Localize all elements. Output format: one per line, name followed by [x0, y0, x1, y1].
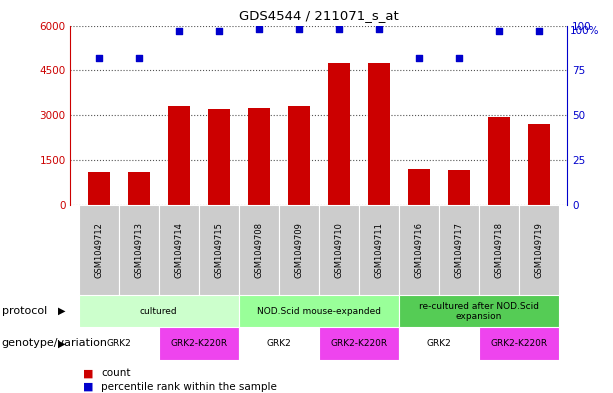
Bar: [319, 327, 399, 360]
Bar: [248, 108, 270, 205]
Text: GSM1049716: GSM1049716: [414, 222, 424, 278]
Point: [494, 28, 504, 34]
Bar: [279, 205, 319, 295]
Bar: [78, 295, 238, 327]
Text: GRK2-K220R: GRK2-K220R: [490, 339, 547, 348]
Bar: [199, 205, 238, 295]
Text: re-cultured after NOD.Scid
expansion: re-cultured after NOD.Scid expansion: [419, 301, 539, 321]
Bar: [167, 106, 189, 205]
Point: [214, 28, 224, 34]
Point: [134, 55, 143, 61]
Bar: [238, 327, 319, 360]
Point: [334, 26, 344, 32]
Bar: [439, 205, 479, 295]
Bar: [479, 205, 519, 295]
Bar: [78, 327, 159, 360]
Bar: [128, 172, 150, 205]
Text: GSM1049713: GSM1049713: [134, 222, 143, 278]
Text: 100%: 100%: [570, 26, 600, 35]
Bar: [287, 106, 310, 205]
Text: GRK2: GRK2: [427, 339, 451, 348]
Bar: [448, 171, 470, 205]
Bar: [159, 205, 199, 295]
Text: GSM1049712: GSM1049712: [94, 222, 103, 278]
Bar: [88, 172, 110, 205]
Text: GRK2: GRK2: [266, 339, 291, 348]
Text: cultured: cultured: [140, 307, 177, 316]
Point: [454, 55, 464, 61]
Bar: [528, 124, 550, 205]
Text: NOD.Scid mouse-expanded: NOD.Scid mouse-expanded: [257, 307, 381, 316]
Text: GSM1049714: GSM1049714: [174, 222, 183, 278]
Bar: [208, 109, 230, 205]
Bar: [78, 205, 118, 295]
Bar: [359, 205, 399, 295]
Text: protocol: protocol: [2, 306, 47, 316]
Text: GRK2: GRK2: [106, 339, 131, 348]
Bar: [408, 169, 430, 205]
Point: [414, 55, 424, 61]
Point: [374, 26, 384, 32]
Bar: [328, 63, 350, 205]
Text: GRK2-K220R: GRK2-K220R: [170, 339, 227, 348]
Text: ▶: ▶: [58, 338, 66, 349]
Text: ■: ■: [83, 382, 93, 392]
Point: [534, 28, 544, 34]
Bar: [479, 327, 559, 360]
Text: GSM1049709: GSM1049709: [294, 222, 303, 278]
Point: [94, 55, 104, 61]
Point: [173, 28, 183, 34]
Bar: [399, 295, 559, 327]
Text: GSM1049711: GSM1049711: [375, 222, 383, 278]
Text: GSM1049719: GSM1049719: [535, 222, 544, 278]
Bar: [238, 205, 279, 295]
Point: [294, 26, 303, 32]
Text: GSM1049717: GSM1049717: [454, 222, 463, 278]
Title: GDS4544 / 211071_s_at: GDS4544 / 211071_s_at: [239, 9, 398, 22]
Bar: [488, 117, 510, 205]
Text: ■: ■: [83, 368, 93, 378]
Text: GSM1049718: GSM1049718: [495, 222, 503, 278]
Text: genotype/variation: genotype/variation: [2, 338, 108, 349]
Bar: [159, 327, 238, 360]
Bar: [238, 295, 399, 327]
Text: percentile rank within the sample: percentile rank within the sample: [101, 382, 277, 392]
Text: ▶: ▶: [58, 306, 66, 316]
Bar: [399, 327, 479, 360]
Text: GSM1049715: GSM1049715: [214, 222, 223, 278]
Text: count: count: [101, 368, 131, 378]
Text: GSM1049710: GSM1049710: [334, 222, 343, 278]
Text: GSM1049708: GSM1049708: [254, 222, 263, 278]
Bar: [319, 205, 359, 295]
Bar: [118, 205, 159, 295]
Bar: [519, 205, 559, 295]
Bar: [368, 63, 390, 205]
Text: GRK2-K220R: GRK2-K220R: [330, 339, 387, 348]
Bar: [399, 205, 439, 295]
Point: [254, 26, 264, 32]
